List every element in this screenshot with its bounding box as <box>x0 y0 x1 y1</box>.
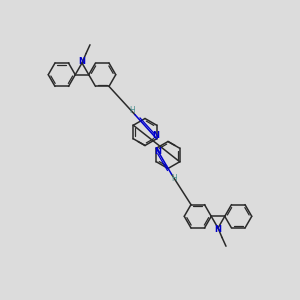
Text: N: N <box>152 131 159 140</box>
Text: N: N <box>214 225 221 234</box>
Text: N: N <box>79 57 86 66</box>
Text: H: H <box>130 106 135 115</box>
Text: N: N <box>154 147 161 156</box>
Text: H: H <box>171 174 177 183</box>
